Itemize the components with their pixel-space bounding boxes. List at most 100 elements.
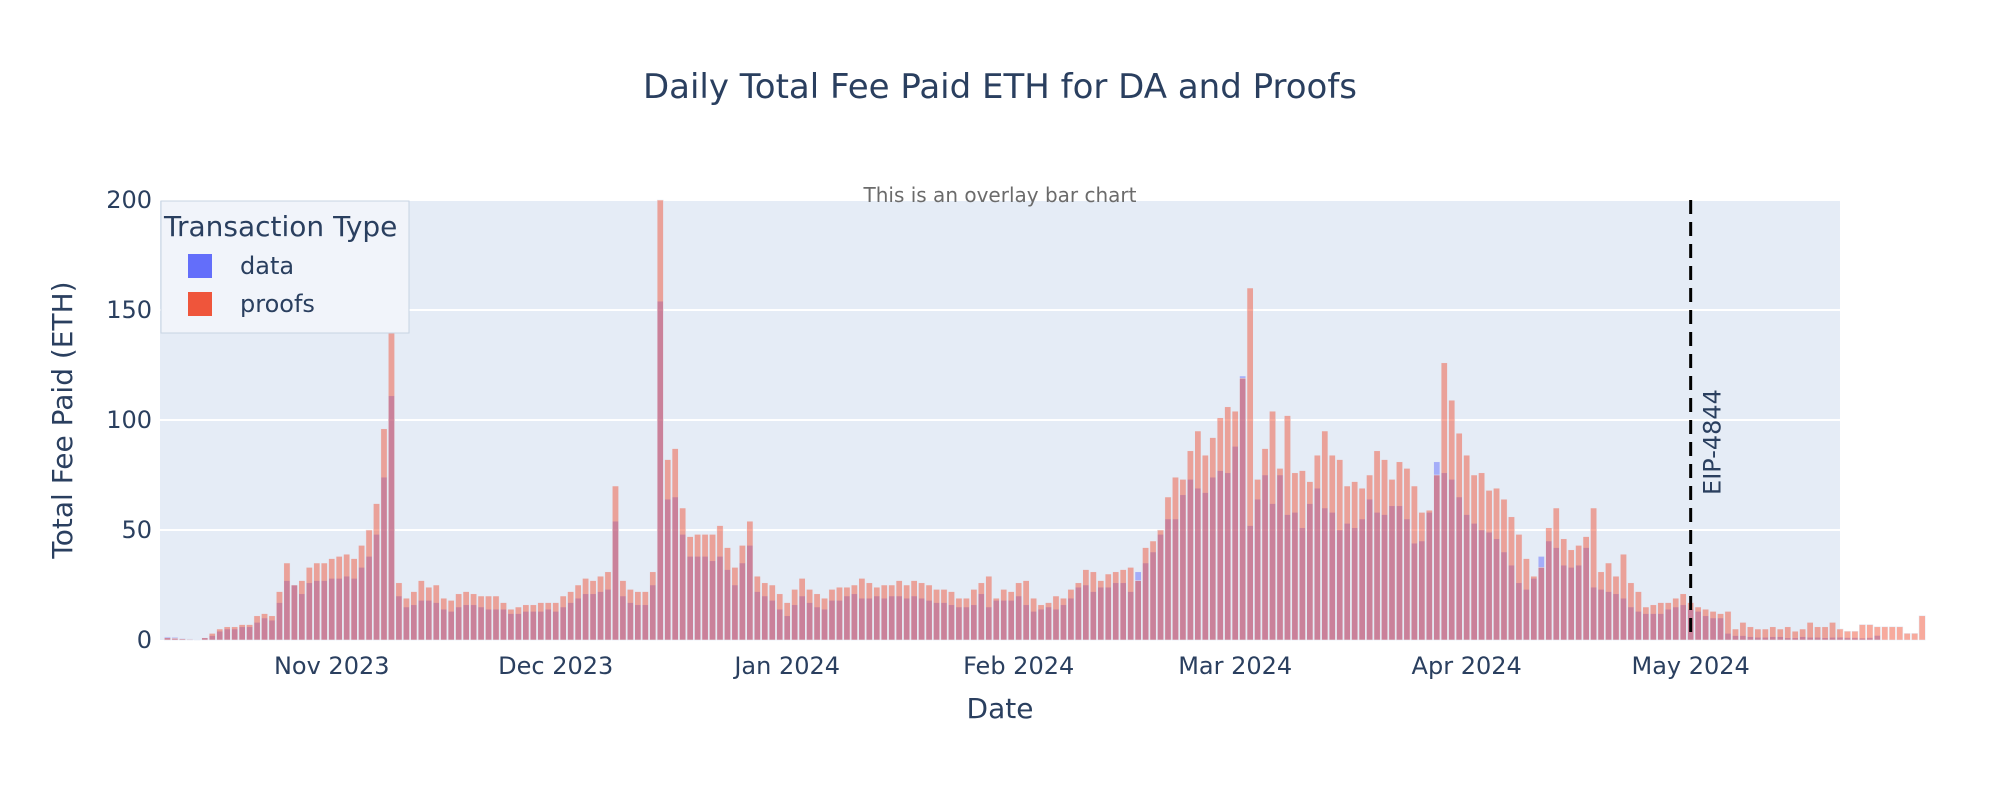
bar-proofs xyxy=(1769,626,1777,641)
bar-proofs xyxy=(582,578,589,641)
bar-proofs xyxy=(238,624,246,641)
bar-proofs xyxy=(768,584,776,641)
bar-proofs xyxy=(283,562,291,641)
bar-proofs xyxy=(529,604,537,641)
bar-proofs xyxy=(485,595,492,641)
bar-proofs xyxy=(709,534,716,641)
bar-proofs xyxy=(1888,626,1896,641)
bar-proofs xyxy=(1134,580,1142,641)
bar-proofs xyxy=(1254,479,1261,641)
bar-proofs xyxy=(604,571,612,641)
bar-proofs xyxy=(1470,474,1478,641)
bar-proofs xyxy=(1582,536,1590,641)
bar-proofs xyxy=(320,562,328,641)
bar-proofs xyxy=(500,602,507,641)
bar-proofs xyxy=(208,633,216,641)
bar-proofs xyxy=(1425,509,1433,641)
legend-label-proofs[interactable]: proofs xyxy=(240,290,315,318)
bar-proofs xyxy=(201,637,209,641)
bar-proofs xyxy=(1635,591,1642,641)
bar-proofs xyxy=(1717,613,1724,641)
bar-proofs xyxy=(291,584,298,641)
bar-proofs xyxy=(1440,362,1448,641)
bar-proofs xyxy=(1523,558,1530,641)
legend-swatch-data[interactable] xyxy=(188,254,212,278)
bar-proofs xyxy=(1552,507,1560,641)
legend-label-data[interactable]: data xyxy=(240,252,294,280)
bar-proofs xyxy=(1351,481,1359,641)
bar-proofs xyxy=(1896,626,1904,641)
bar-proofs xyxy=(246,624,253,641)
eip-4844-label: EIP-4844 xyxy=(1699,389,1727,495)
bar-proofs xyxy=(1859,624,1866,641)
bar-proofs xyxy=(1045,602,1052,641)
bar-proofs xyxy=(1231,410,1239,641)
bar-proofs xyxy=(1239,377,1247,641)
bar-proofs xyxy=(671,448,679,641)
bar-proofs xyxy=(1575,545,1583,641)
bar-proofs xyxy=(612,485,619,641)
bar-proofs xyxy=(544,602,552,641)
bar-proofs xyxy=(223,626,231,641)
bar-proofs xyxy=(1821,626,1829,641)
bar-proofs xyxy=(1702,608,1709,641)
bar-proofs xyxy=(574,584,582,641)
bar-proofs xyxy=(1814,626,1821,641)
bar-proofs xyxy=(1911,633,1919,641)
bar-proofs xyxy=(1657,602,1665,641)
bar-proofs xyxy=(1246,287,1254,641)
bar-proofs xyxy=(335,556,343,641)
bar-proofs xyxy=(1276,468,1284,641)
bar-proofs xyxy=(350,558,358,641)
bar-proofs xyxy=(1881,626,1889,641)
bar-proofs xyxy=(739,545,746,641)
bar-proofs xyxy=(1306,481,1314,641)
legend-swatch-proofs[interactable] xyxy=(188,292,212,316)
bar-proofs xyxy=(1291,472,1299,641)
bar-proofs xyxy=(1313,454,1321,641)
bar-proofs xyxy=(507,608,515,641)
x-axis-title: Date xyxy=(967,692,1034,725)
bar-proofs xyxy=(753,575,761,641)
bar-proofs xyxy=(552,602,560,641)
bar-proofs xyxy=(1127,567,1135,641)
bar-proofs xyxy=(1851,630,1859,641)
bar-proofs xyxy=(1388,479,1396,641)
bar-proofs xyxy=(1052,595,1060,641)
bar-proofs xyxy=(1328,454,1336,641)
bar-proofs xyxy=(276,591,283,641)
bar-proofs xyxy=(791,589,799,641)
bar-proofs xyxy=(1500,498,1508,641)
bar-proofs xyxy=(1776,628,1784,641)
y-axis-title: Total Fee Paid (ETH) xyxy=(46,281,79,559)
bar-proofs xyxy=(1747,626,1754,641)
bar-proofs xyxy=(365,529,373,641)
x-tick-label: May 2024 xyxy=(1632,652,1750,680)
bar-proofs xyxy=(985,575,993,641)
bar-proofs xyxy=(851,584,858,641)
chart-subtitle: This is an overlay bar chart xyxy=(863,183,1137,207)
bar-proofs xyxy=(537,602,545,641)
bar-proofs xyxy=(1358,487,1366,641)
bar-proofs xyxy=(417,580,425,641)
bar-proofs xyxy=(1142,547,1149,641)
bar-proofs xyxy=(634,591,642,641)
bar-proofs xyxy=(724,547,731,641)
bar-proofs xyxy=(1664,602,1672,641)
bar-proofs xyxy=(373,503,380,641)
bar-proofs xyxy=(1418,512,1426,641)
bar-proofs xyxy=(1187,450,1194,641)
bar-proofs xyxy=(776,593,784,641)
bar-proofs xyxy=(940,589,948,641)
bar-proofs xyxy=(470,593,477,641)
bar-proofs xyxy=(1149,540,1157,641)
x-tick-label: Nov 2023 xyxy=(274,652,390,680)
bar-proofs xyxy=(1694,606,1702,641)
bar-proofs xyxy=(186,639,194,641)
bar-proofs xyxy=(821,597,828,641)
bar-proofs xyxy=(948,591,955,641)
legend: Transaction Type data proofs xyxy=(160,200,410,334)
bar-proofs xyxy=(843,586,851,641)
bar-proofs xyxy=(813,593,821,641)
